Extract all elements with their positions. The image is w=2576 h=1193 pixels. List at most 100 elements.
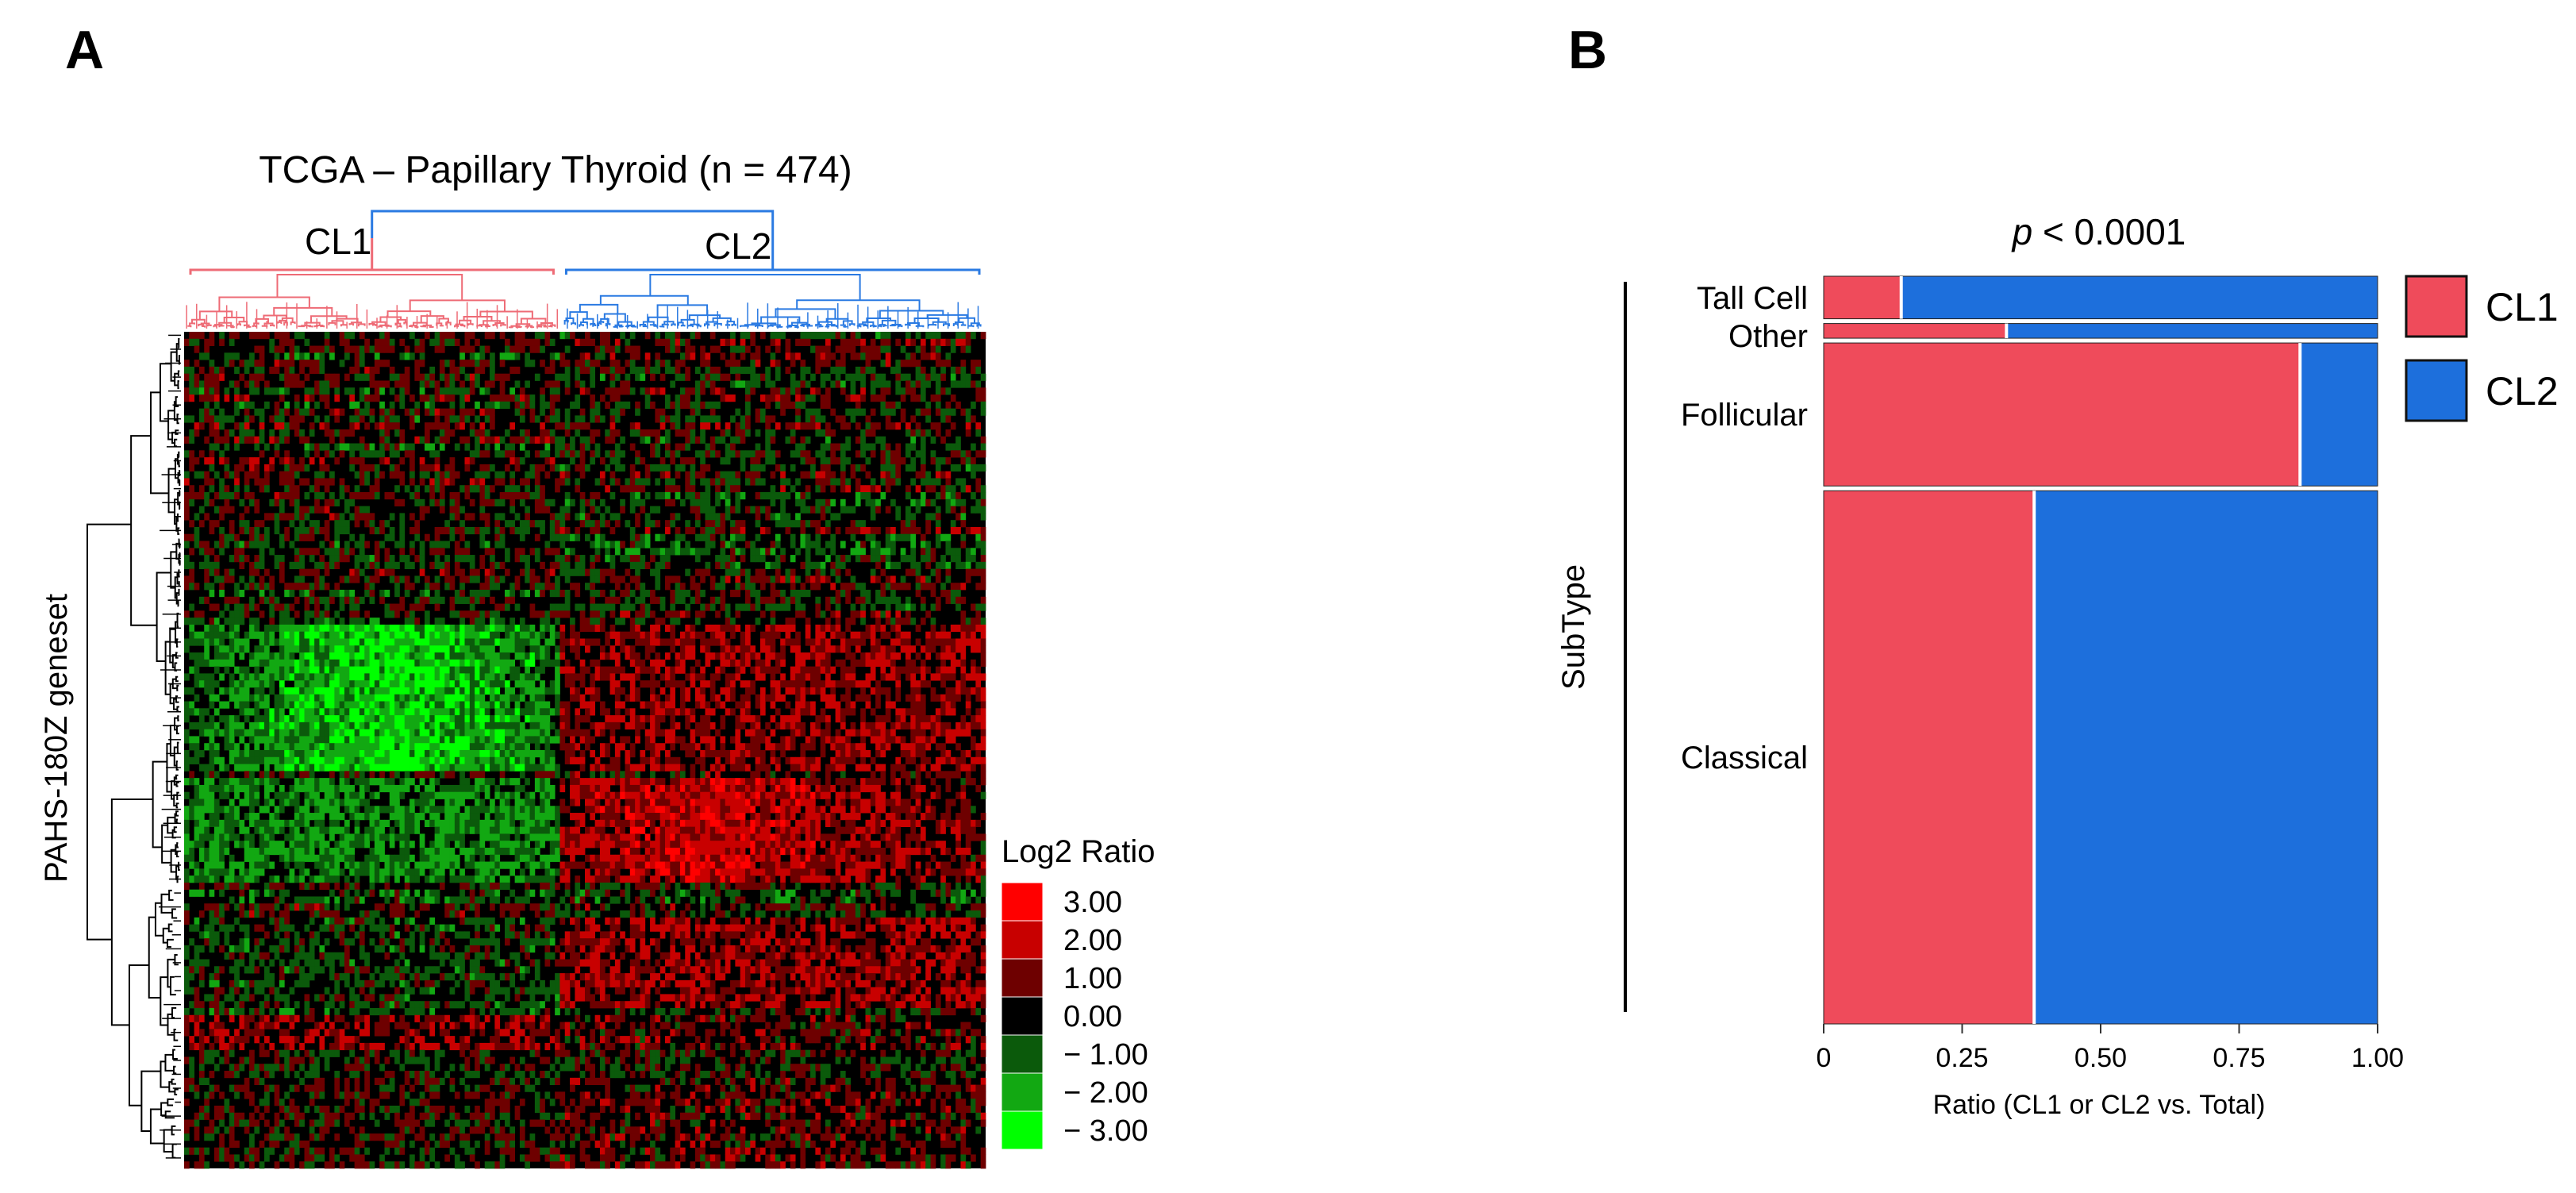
heatmap-cell: [540, 645, 545, 653]
heatmap-cell: [354, 596, 360, 604]
heatmap-cell: [459, 394, 465, 402]
heatmap-cell: [444, 555, 450, 563]
heatmap-cell: [319, 506, 325, 514]
heatmap-cell: [770, 332, 776, 340]
heatmap-cell: [434, 380, 440, 388]
heatmap-cell: [469, 478, 475, 486]
heatmap-cell: [659, 360, 666, 368]
heatmap-cell: [955, 513, 961, 521]
heatmap-cell: [910, 603, 917, 611]
heatmap-cell: [955, 624, 961, 633]
row-dendrogram-branch: [173, 1028, 179, 1041]
heatmap-cell: [935, 338, 941, 346]
heatmap-cell: [925, 352, 931, 360]
heatmap-cell: [324, 561, 330, 570]
heatmap-cell: [675, 659, 681, 667]
heatmap-cell: [635, 450, 640, 458]
heatmap-cell: [454, 555, 460, 563]
heatmap-cell: [725, 506, 731, 514]
heatmap-cell: [920, 471, 926, 479]
heatmap-cell: [905, 526, 911, 535]
heatmap-cell: [720, 436, 726, 444]
heatmap-cell: [650, 443, 656, 451]
heatmap-cell: [384, 652, 390, 660]
heatmap-cell: [685, 603, 690, 611]
heatmap-cell: [334, 387, 340, 395]
heatmap-cell: [659, 464, 666, 472]
heatmap-cell: [469, 422, 475, 430]
heatmap-cell: [950, 555, 956, 563]
heatmap-cell: [930, 394, 936, 402]
heatmap-cell: [399, 555, 406, 563]
heatmap-cell: [679, 589, 686, 598]
heatmap-cell: [409, 478, 415, 486]
heatmap-cell: [239, 373, 245, 381]
heatmap-cell: [419, 394, 425, 402]
heatmap-cell: [434, 533, 440, 541]
heatmap-cell: [274, 436, 280, 444]
heatmap-cell: [805, 533, 811, 541]
heatmap-cell: [745, 478, 751, 486]
row-dendrogram-branch: [170, 351, 177, 382]
heatmap-cell: [915, 345, 921, 353]
heatmap-cell: [419, 596, 425, 604]
heatmap-cell: [449, 498, 456, 506]
heatmap-cell: [334, 561, 340, 570]
heatmap-cell: [629, 443, 636, 451]
heatmap-cell: [409, 638, 415, 646]
heatmap-cell: [790, 485, 796, 493]
heatmap-cell: [544, 498, 551, 506]
heatmap-cell: [609, 373, 616, 381]
heatmap-cell: [244, 526, 250, 535]
heatmap-cell: [759, 394, 766, 402]
heatmap-cell: [189, 575, 195, 583]
heatmap-cell: [229, 506, 235, 514]
heatmap-cell: [204, 631, 210, 639]
heatmap-cell: [905, 638, 911, 646]
heatmap-cell: [640, 589, 646, 598]
heatmap-cell: [795, 520, 801, 528]
heatmap-cell: [479, 360, 486, 368]
heatmap-cell: [540, 429, 545, 437]
heatmap-cell: [755, 513, 761, 521]
heatmap-cell: [329, 548, 335, 556]
heatmap-cell: [950, 450, 956, 458]
dendrogram-branch: [704, 323, 710, 327]
heatmap-cell: [925, 561, 931, 570]
heatmap-cell: [835, 478, 841, 486]
heatmap-cell: [329, 541, 335, 548]
heatmap-cell: [795, 513, 801, 521]
heatmap-cell: [329, 589, 335, 598]
heatmap-cell: [690, 624, 696, 633]
heatmap-cell: [875, 373, 881, 381]
heatmap-cell: [820, 415, 826, 423]
heatmap-cell: [620, 541, 625, 548]
heatmap-cell: [850, 352, 856, 360]
heatmap-cell: [765, 422, 771, 430]
heatmap-cell: [209, 457, 215, 465]
heatmap-cell: [309, 610, 315, 618]
dendrogram-branch: [863, 325, 868, 327]
heatmap-cell: [855, 338, 861, 346]
heatmap-cell: [575, 631, 581, 639]
heatmap-cell: [525, 666, 530, 674]
heatmap-cell: [730, 652, 736, 660]
heatmap-cell: [730, 589, 736, 598]
heatmap-cell: [359, 373, 365, 381]
heatmap-cell: [334, 526, 340, 535]
dendrogram-branch: [913, 317, 940, 324]
heatmap-cell: [880, 338, 886, 346]
heatmap-cell: [304, 548, 310, 556]
heatmap-cell: [845, 583, 851, 591]
heatmap-cell: [971, 415, 976, 423]
heatmap-cell: [605, 652, 610, 660]
heatmap-cell: [820, 360, 826, 368]
heatmap-cell: [434, 457, 440, 465]
heatmap-cell: [955, 332, 961, 340]
heatmap-cell: [339, 436, 345, 444]
heatmap-cell: [735, 492, 741, 500]
heatmap-cell: [950, 373, 956, 381]
heatmap-cell: [594, 568, 601, 576]
heatmap-cell: [755, 345, 761, 353]
heatmap-cell: [694, 589, 701, 598]
